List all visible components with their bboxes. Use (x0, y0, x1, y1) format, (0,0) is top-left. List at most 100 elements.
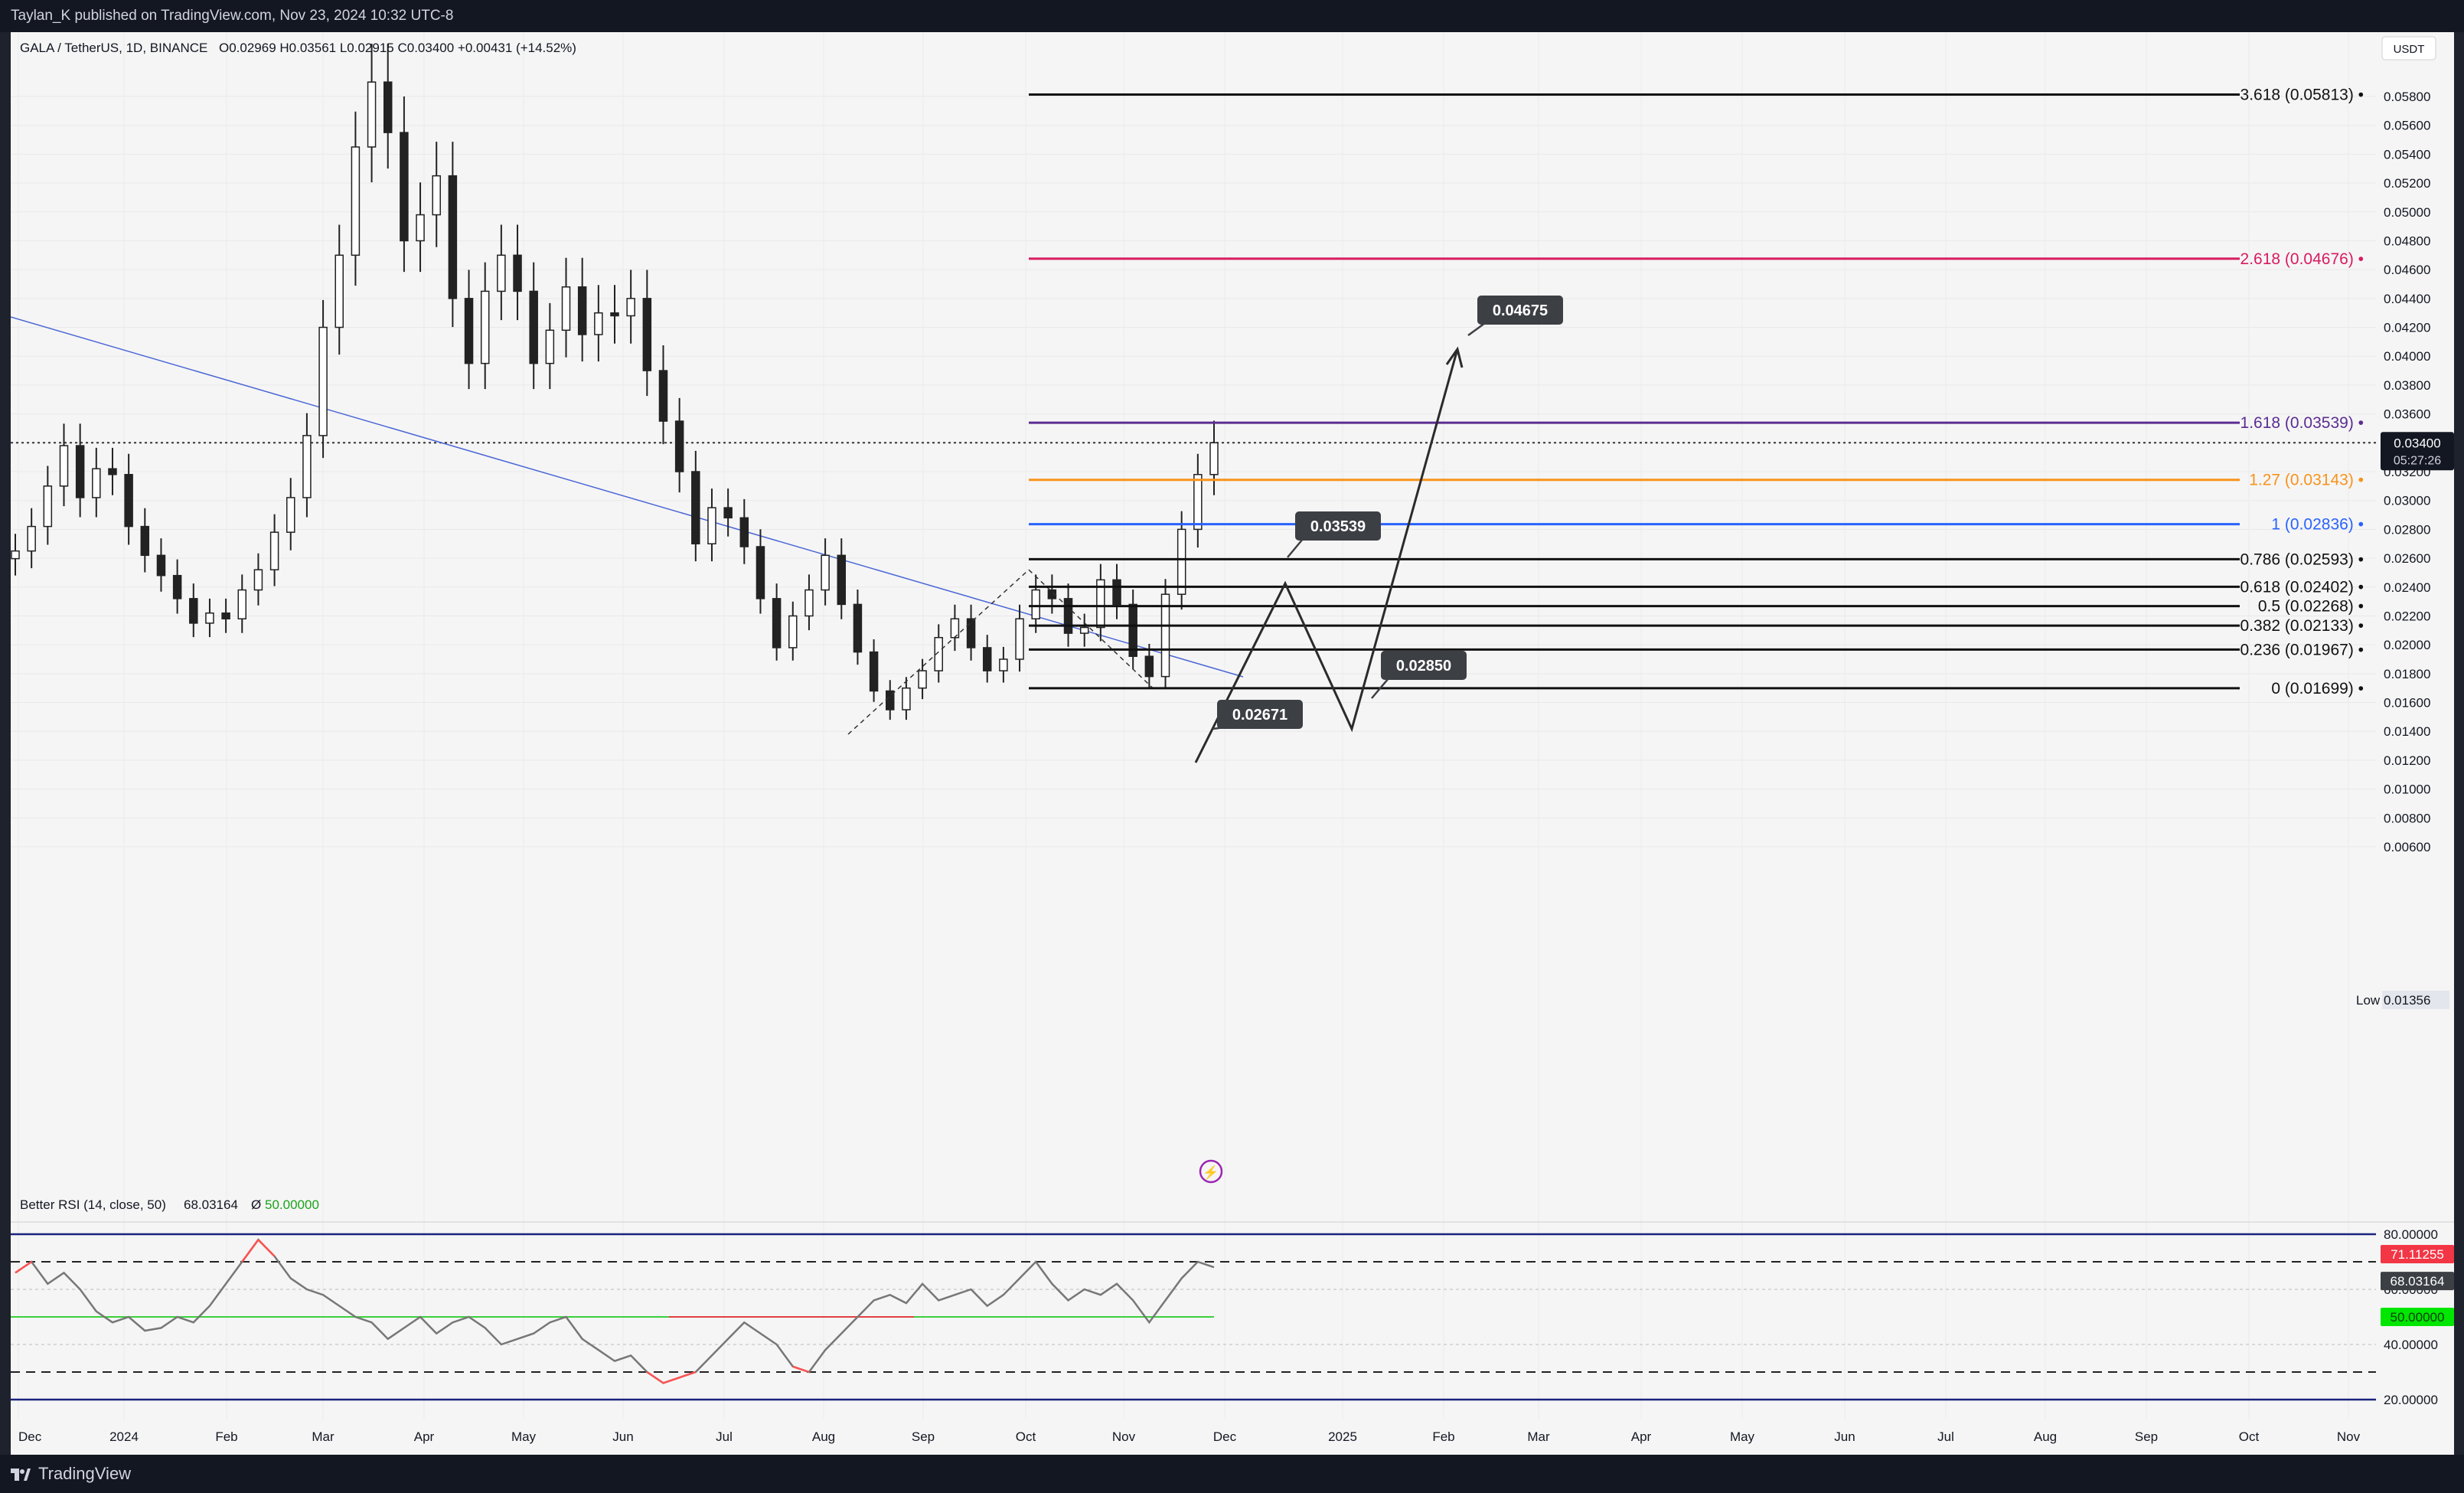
price-tick-label: 0.03800 (2384, 378, 2430, 393)
candle-body (156, 554, 166, 577)
candle-body (1144, 655, 1154, 678)
time-tick-label: Dec (18, 1429, 42, 1444)
time-tick-label: Oct (2239, 1429, 2260, 1444)
rsi-tick-label: 80.00000 (2384, 1227, 2438, 1242)
price-callout-text: 0.02850 (1396, 658, 1451, 675)
projection-arrowhead (1445, 346, 1464, 368)
rsi-pane: 80.0000060.0000040.0000020.0000071.11255… (11, 1221, 2454, 1407)
candle-body (642, 298, 652, 371)
last-price-badge (2381, 432, 2454, 471)
candle-body (286, 497, 295, 533)
price-callout-text: 0.02671 (1232, 707, 1287, 724)
last-price-value: 0.03400 (2394, 436, 2440, 450)
candle-body (237, 589, 247, 619)
countdown-text: 05:27:26 (2394, 454, 2441, 467)
candle-body (950, 618, 960, 639)
svg-text:⚡: ⚡ (1203, 1165, 1219, 1181)
fib-level-label: 0 (0.01699) • (2271, 680, 2364, 697)
time-axis: Dec 2024 Feb Mar Apr May Jun Jul Aug Sep Oct Nov Dec… (18, 1429, 2361, 1444)
candle-body (43, 485, 53, 528)
price-callout (1477, 296, 1563, 325)
candle-body (221, 612, 230, 619)
fib-level-label: 1.27 (0.03143) • (2249, 472, 2364, 489)
candle-body (999, 658, 1008, 671)
price-tick-label: 0.03000 (2384, 494, 2430, 508)
rsi-line (15, 1238, 1215, 1384)
candle-body (1096, 579, 1105, 629)
candle-body (691, 471, 700, 544)
candle-body (302, 435, 312, 498)
price-tick-label: 0.05200 (2384, 176, 2430, 191)
label-pointer (1467, 322, 1486, 337)
time-tick-label: Sep (912, 1429, 935, 1444)
candle-body (902, 687, 911, 711)
fib-level-label: 1.618 (0.03539) • (2240, 414, 2364, 432)
rsi-mid-text: 50.00000 (265, 1197, 319, 1212)
grid (11, 32, 2376, 1419)
candle-body (269, 531, 279, 570)
candle-body (966, 618, 976, 648)
fib-level-label: 2.618 (0.04676) • (2240, 250, 2364, 268)
time-tick-label: May (1730, 1429, 1755, 1444)
rsi-badge-text: 68.03164 (2391, 1274, 2445, 1289)
candle-body (1031, 589, 1040, 619)
price-callout-text: 0.03539 (1310, 518, 1366, 535)
candle-body (545, 329, 555, 364)
candle-body (513, 254, 522, 292)
price-tick-label: 0.02400 (2384, 580, 2430, 595)
price-axis: 0.05800 0.05600 0.05400 0.05200 0.05000 0.048… (2356, 90, 2454, 1009)
rsi-value-text: 68.03164 (184, 1197, 238, 1212)
price-callout-text: 0.04675 (1493, 302, 1548, 319)
projection-path (1194, 348, 1459, 763)
fib-level-label: 0.236 (0.01967) • (2240, 641, 2364, 658)
symbol-title: GALA / TetherUS, 1D, BINANCE (20, 41, 207, 55)
price-tick-label: 0.04400 (2384, 292, 2430, 306)
rsi-overbought-segment (257, 1239, 276, 1257)
price-tick-label: 0.02000 (2384, 638, 2430, 652)
candle-body (1209, 442, 1219, 475)
candle-body (756, 546, 765, 599)
time-tick-label: Jun (1834, 1429, 1855, 1444)
candle-body (253, 569, 263, 591)
rsi-tick-label: 40.00000 (2384, 1338, 2438, 1352)
candle-body (432, 175, 441, 216)
rsi-overbought-segment (241, 1239, 259, 1263)
candle-body (561, 286, 571, 332)
rsi-oversold-segment (663, 1377, 680, 1384)
candle-body (124, 474, 133, 528)
candle-body (448, 175, 458, 299)
tradingview-logo-icon (11, 1468, 31, 1481)
time-tick-label: Mar (312, 1429, 335, 1444)
price-tick-label: 0.05400 (2384, 147, 2430, 162)
time-tick-label: Apr (1631, 1429, 1652, 1444)
candle-body (804, 589, 814, 617)
candle-body (772, 598, 782, 648)
candle-body (205, 612, 214, 624)
candle-body (1193, 474, 1203, 531)
time-tick-label: 2024 (109, 1429, 139, 1444)
time-tick-label: Aug (2034, 1429, 2057, 1444)
price-callout (1381, 651, 1467, 680)
lightning-icon[interactable] (1199, 1159, 1223, 1184)
price-tick-label: 0.02200 (2384, 609, 2430, 623)
time-tick-label: Jul (716, 1429, 733, 1444)
time-tick-label: Jul (1937, 1429, 1954, 1444)
candle-body (351, 146, 361, 256)
time-tick-label: Nov (1112, 1429, 1136, 1444)
price-tick-label: 0.02600 (2384, 551, 2430, 566)
fib-level-label: 3.618 (0.05813) • (2240, 87, 2364, 104)
candle-body (189, 598, 198, 624)
time-tick-label: Dec (1213, 1429, 1237, 1444)
candle-body (739, 517, 749, 547)
chart-svg[interactable]: 3.618 (0.05813) • 2.618 (0.04676) • 1.618 … (11, 32, 2454, 1455)
footer-brand: TradingView (38, 1464, 132, 1483)
chart-area[interactable]: 3.618 (0.05813) • 2.618 (0.04676) • 1.618 … (11, 32, 2454, 1455)
candle-body (1047, 589, 1057, 599)
footer: TradingView (0, 1455, 2464, 1493)
candle-body (869, 651, 879, 692)
fib-level-label: 0.382 (0.02133) • (2240, 617, 2364, 635)
fib-level-label: 0.5 (0.02268) • (2258, 598, 2364, 616)
currency-button[interactable] (2381, 36, 2436, 60)
projection-layer: 0.02671 0.03539 0.02850 0.04675 (1194, 296, 1563, 763)
price-tick-label: 0.04600 (2384, 263, 2430, 277)
